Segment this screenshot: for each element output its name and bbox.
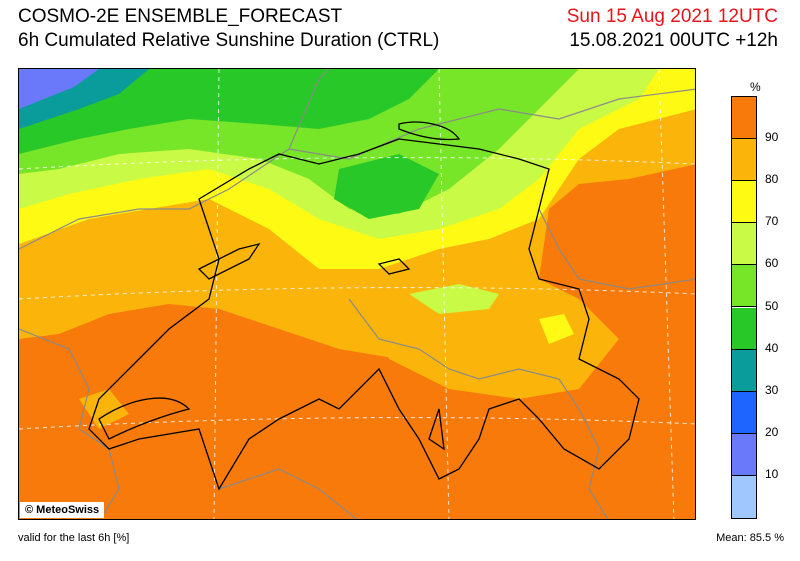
validity-note: valid for the last 6h [%] xyxy=(18,532,130,544)
legend-swatch xyxy=(732,433,756,476)
legend-swatch xyxy=(732,181,756,224)
legend-swatch xyxy=(732,97,756,140)
legend-tick-label: 80 xyxy=(765,172,779,187)
legend-tick-label: 90 xyxy=(765,130,779,145)
valid-date: Sun 15 Aug 2021 12UTC xyxy=(566,6,778,27)
legend-tick-label: 20 xyxy=(765,424,779,439)
legend-swatch xyxy=(732,475,756,518)
chart-title: COSMO-2E ENSEMBLE_FORECAST xyxy=(18,6,343,27)
legend-swatch xyxy=(732,349,756,392)
copyright-label: © MeteoSwiss xyxy=(20,502,105,518)
run-info: 15.08.2021 00UTC +12h xyxy=(569,30,778,51)
legend-unit: % xyxy=(750,80,761,94)
sunshine-map[interactable]: © MeteoSwiss xyxy=(18,68,696,520)
chart-subtitle: 6h Cumulated Relative Sunshine Duration … xyxy=(18,30,440,51)
legend-tick-label: 30 xyxy=(765,382,779,397)
legend-swatch xyxy=(732,265,756,308)
legend-swatch xyxy=(732,307,756,350)
legend-tick-label: 70 xyxy=(765,214,779,229)
legend-tick-label: 10 xyxy=(765,466,779,481)
legend-swatch xyxy=(732,223,756,266)
legend-tick-label: 60 xyxy=(765,256,779,271)
legend-tick-label: 40 xyxy=(765,340,779,355)
map-field xyxy=(19,69,695,519)
legend-swatch xyxy=(732,139,756,182)
legend-tick-label: 50 xyxy=(765,298,779,313)
color-legend xyxy=(731,96,757,519)
mean-value: Mean: 85.5 % xyxy=(716,532,784,544)
legend-swatch xyxy=(732,391,756,434)
